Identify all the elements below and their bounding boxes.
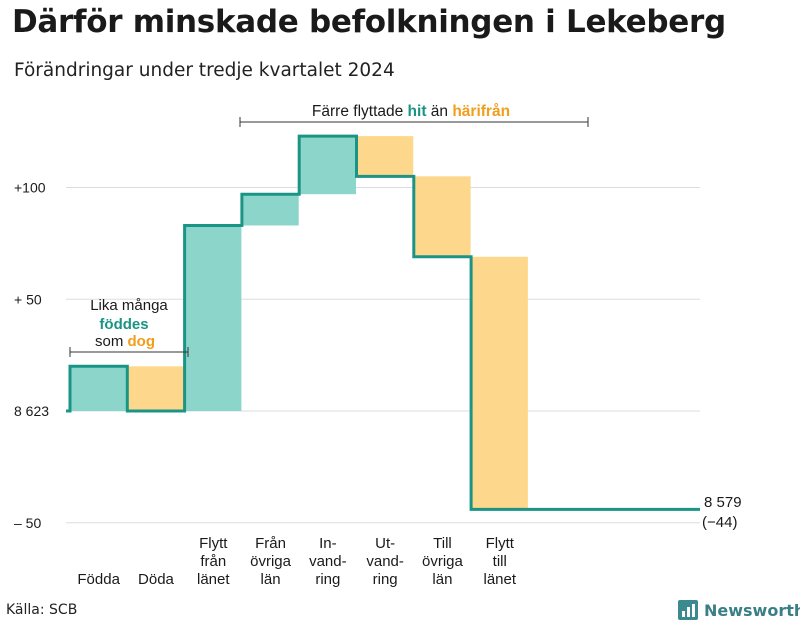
bracket-migration-middle: än: [426, 103, 452, 120]
y-tick-label: – 50: [14, 515, 41, 531]
bracket-migration-harifran: härifrån: [452, 103, 510, 120]
bar-flyttfrånlänet: [185, 225, 242, 411]
bar-flytttilllänet: [471, 256, 528, 510]
bar-in-vand-ring: [299, 136, 356, 195]
x-tick-label: Flytt till länet: [483, 535, 516, 588]
bracket-migration: Färre flyttade hit än härifrån: [239, 103, 589, 127]
y-tick-label: + 50: [14, 291, 42, 307]
bracket-births-deaths-dog: dog: [128, 333, 156, 350]
x-tick-label: In-vand-ring: [309, 535, 347, 588]
chart-title: Därför minskade befolkningen i Lekeberg: [12, 4, 726, 40]
bar-chart-icon: [678, 600, 698, 620]
bar-tillövrigalän: [414, 176, 471, 257]
end-change-label: (−44): [702, 514, 737, 531]
y-tick-label: +100: [14, 180, 46, 196]
bracket-births-deaths: Lika många föddes som dog: [69, 297, 189, 357]
brand-logo: Newsworthy: [678, 600, 800, 620]
x-tick-label: Ut-vand-ring: [366, 535, 404, 588]
bar-frånövrigalän: [242, 194, 299, 226]
bracket-births-deaths-born: föddes: [99, 316, 148, 333]
x-tick-label: Flytt från länet: [197, 535, 230, 588]
bar-födda: [70, 366, 127, 411]
end-value-label: 8 579: [704, 494, 742, 511]
bracket-migration-prefix: Färre flyttade: [312, 103, 408, 120]
x-tick-label: Födda: [77, 571, 120, 588]
x-tick-label: Till övriga län: [422, 535, 464, 588]
source-note: Källa: SCB: [6, 602, 78, 618]
bracket-births-deaths-prefix: som: [95, 333, 128, 350]
y-tick-label: 8 623: [14, 403, 49, 419]
chart-subtitle: Förändringar under tredje kvartalet 2024: [14, 60, 395, 81]
bracket-births-deaths-died: som dog: [95, 333, 155, 350]
cumulative-step-line: [66, 134, 700, 511]
bracket-migration-hit: hit: [408, 103, 427, 120]
bar-ut-vand-ring: [357, 136, 414, 177]
brand-name: Newsworthy: [704, 600, 800, 620]
x-tick-label: Från övriga län: [250, 535, 292, 588]
x-tick-label: Döda: [138, 571, 175, 588]
bar-döda: [127, 366, 185, 411]
bracket-migration-text: Färre flyttade hit än härifrån: [312, 103, 510, 120]
bracket-births-deaths-line1: Lika många: [90, 297, 168, 314]
